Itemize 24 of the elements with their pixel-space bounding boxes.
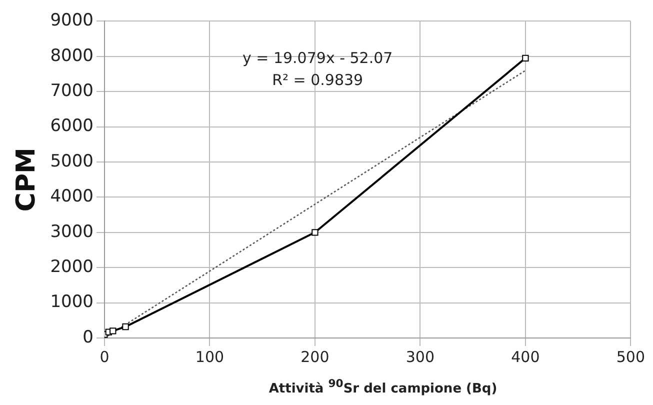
y-tick-label: 1000 <box>50 292 94 312</box>
y-tick-label: 0 <box>82 327 94 348</box>
y-tick-label: 4000 <box>50 186 94 207</box>
y-tick-label: 2000 <box>50 257 94 278</box>
annotation: R² = 0.9839 <box>272 71 364 90</box>
point <box>122 323 129 330</box>
x-tick-label: 100 <box>195 348 224 366</box>
y-tick-label: 5000 <box>50 151 94 172</box>
y-tick-label: 3000 <box>50 222 94 242</box>
point <box>522 54 529 62</box>
x-tick-label: 500 <box>616 348 646 366</box>
x-tick-label: 0 <box>100 348 110 366</box>
y-tick-label: 6000 <box>50 116 94 136</box>
annotation: y = 19.079x - 52.07 <box>242 49 393 68</box>
x-tick-label: 200 <box>300 348 330 366</box>
y-tick-label: 7000 <box>50 81 94 102</box>
y-tick-label: 9000 <box>50 10 94 31</box>
y-tick-label: 8000 <box>50 46 94 66</box>
point <box>110 328 116 334</box>
point <box>312 229 318 236</box>
y-axis-title: CPM <box>11 148 42 212</box>
x-axis-title: Attività $^{90}$Sr del campione (Bq) <box>268 376 498 396</box>
x-tick-label: 400 <box>511 348 540 366</box>
x-tick-label: 300 <box>406 348 435 366</box>
